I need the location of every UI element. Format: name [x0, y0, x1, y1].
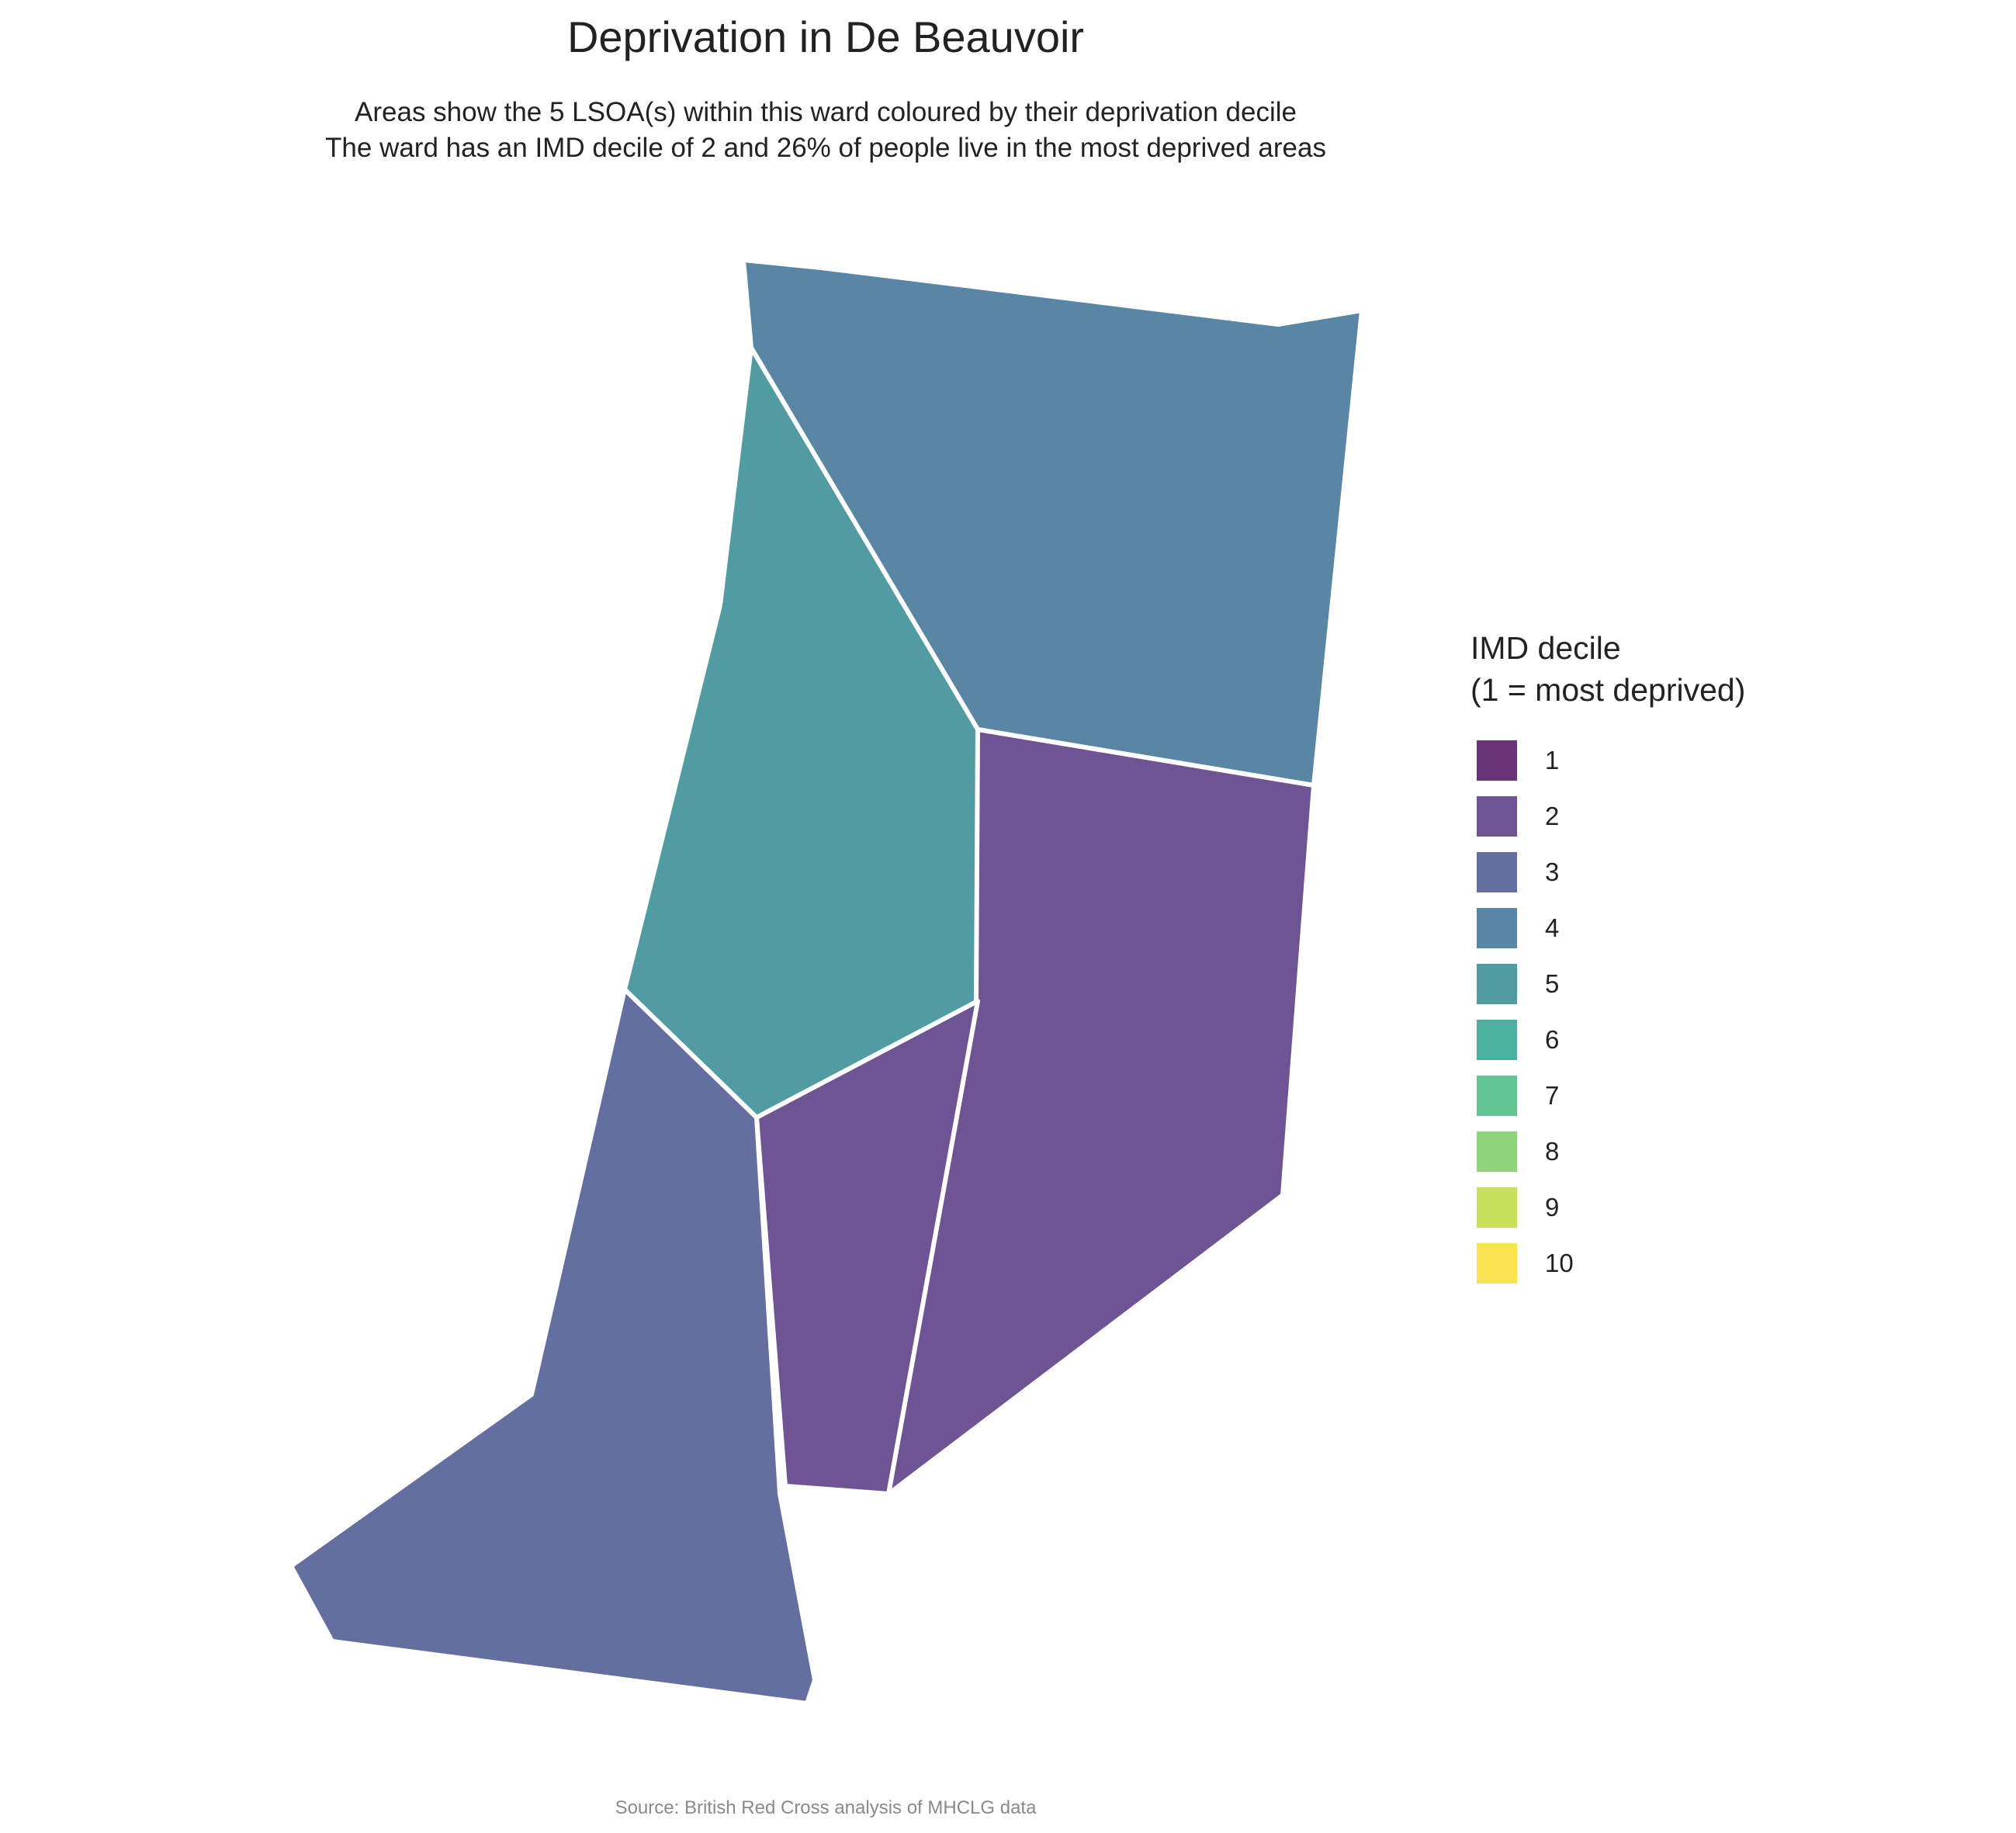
- legend-item: 4: [1470, 900, 1745, 956]
- legend-item: 1: [1470, 733, 1745, 788]
- legend-label: 6: [1545, 1025, 1560, 1054]
- legend-item: 5: [1470, 956, 1745, 1012]
- legend-label: 2: [1545, 802, 1560, 830]
- legend-item: 6: [1470, 1012, 1745, 1068]
- legend-title: IMD decile (1 = most deprived): [1470, 627, 1745, 711]
- lsoa-east: [886, 727, 1316, 1496]
- legend-swatch: [1477, 1020, 1517, 1060]
- legend-swatch: [1477, 964, 1517, 1004]
- legend-items: 1 2 3 4 5 6 7 8 9 10: [1470, 733, 1745, 1291]
- legend-swatch: [1477, 1076, 1517, 1116]
- legend-label: 1: [1545, 746, 1560, 774]
- map-subtitle: Areas show the 5 LSOA(s) within this war…: [0, 95, 1651, 166]
- legend-label: 8: [1545, 1137, 1560, 1166]
- legend-item: 2: [1470, 788, 1745, 844]
- legend-item: 10: [1470, 1235, 1745, 1291]
- legend-label: 5: [1545, 969, 1560, 998]
- legend: IMD decile (1 = most deprived) 1 2 3 4 5 6 7 8 9…: [1470, 627, 1745, 1291]
- legend-title-line-2: (1 = most deprived): [1470, 672, 1746, 708]
- legend-item: 7: [1470, 1068, 1745, 1124]
- lsoa-south-central: [754, 999, 980, 1496]
- legend-title-line-1: IMD decile: [1470, 630, 1621, 666]
- legend-label: 3: [1545, 858, 1560, 886]
- source-caption: Source: British Red Cross analysis of MH…: [615, 1797, 1037, 1818]
- legend-item: 8: [1470, 1124, 1745, 1180]
- map-title: Deprivation in De Beauvoir: [566, 12, 1085, 61]
- subtitle-line-2: The ward has an IMD decile of 2 and 26% …: [325, 133, 1326, 163]
- lsoa-south-west: [289, 987, 817, 1706]
- legend-swatch: [1477, 908, 1517, 948]
- legend-swatch: [1477, 796, 1517, 837]
- legend-swatch: [1477, 740, 1517, 781]
- legend-swatch: [1477, 852, 1517, 892]
- legend-item: 9: [1470, 1180, 1745, 1235]
- legend-swatch: [1477, 1243, 1517, 1284]
- subtitle-line-1: Areas show the 5 LSOA(s) within this war…: [355, 97, 1297, 127]
- legend-swatch: [1477, 1131, 1517, 1172]
- legend-swatch: [1477, 1187, 1517, 1228]
- legend-label: 7: [1545, 1081, 1560, 1110]
- legend-label: 9: [1545, 1193, 1560, 1221]
- legend-label: 4: [1545, 913, 1560, 942]
- legend-label: 10: [1545, 1249, 1574, 1277]
- legend-item: 3: [1470, 844, 1745, 900]
